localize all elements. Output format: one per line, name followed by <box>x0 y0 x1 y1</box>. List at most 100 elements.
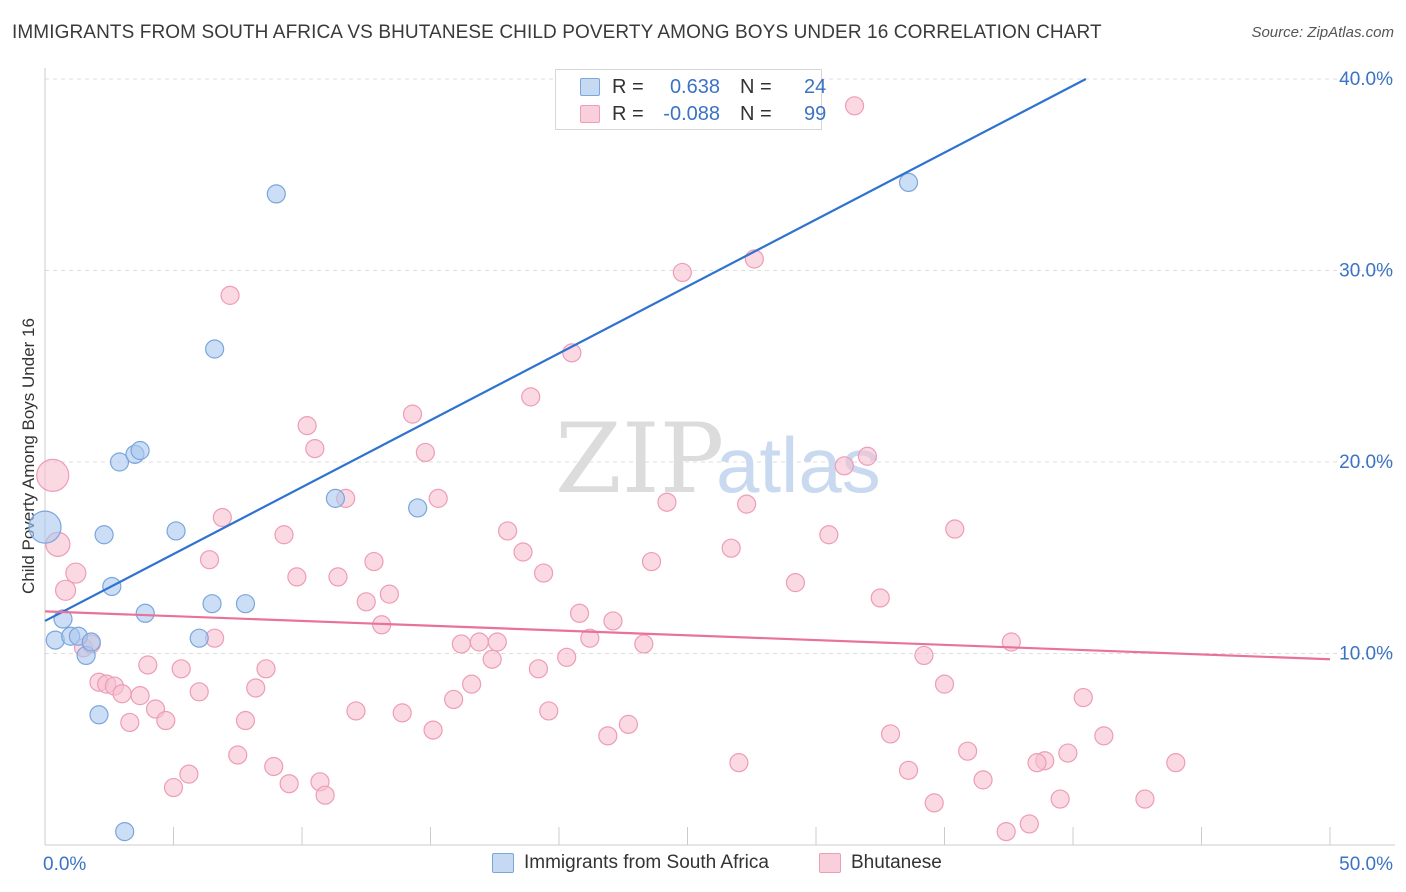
legend-r-label: R = <box>612 102 644 125</box>
south-africa-point <box>266 184 286 204</box>
bhutanese-point <box>305 438 325 459</box>
pink-swatch-icon <box>580 105 600 123</box>
legend-r-value: -0.088 <box>663 102 720 125</box>
bhutanese-point <box>444 689 464 710</box>
bhutanese-point <box>315 785 335 805</box>
bhutanese-point <box>914 645 934 666</box>
bhutanese-point <box>729 753 749 773</box>
bhutanese-point <box>844 96 865 116</box>
bhutanese-point <box>379 584 399 604</box>
bhutanese-point <box>1073 687 1093 708</box>
bhutanese-point <box>1019 814 1039 834</box>
bhutanese-point <box>1094 726 1114 746</box>
south-africa-point <box>94 525 114 545</box>
axis-layer <box>44 68 1395 846</box>
bhutanese-point <box>539 701 559 721</box>
bhutanese-point <box>469 632 489 652</box>
south-africa-point <box>202 594 222 614</box>
legend-n-label: N = <box>740 75 772 98</box>
bhutanese-point <box>423 720 443 740</box>
bhutanese-point <box>1166 753 1186 773</box>
bhutanese-point <box>130 686 150 706</box>
bhutanese-trend-line <box>44 610 1331 661</box>
bhutanese-point <box>482 649 502 669</box>
bhutanese-point <box>973 770 993 790</box>
south-africa-point <box>89 705 109 725</box>
bhutanese-point <box>898 760 919 780</box>
bhutanese-point <box>189 682 209 702</box>
series-legend-bhutanese[interactable]: Bhutanese <box>819 852 942 874</box>
bhutanese-point <box>870 588 890 608</box>
legend-r-value: 0.638 <box>669 75 720 98</box>
y-tick-label: 10.0% <box>1339 644 1393 665</box>
bhutanese-point <box>228 745 248 765</box>
south-africa-point <box>408 498 428 518</box>
bhutanese-point <box>212 507 232 528</box>
bhutanese-point <box>857 446 878 466</box>
bhutanese-point <box>163 777 184 798</box>
bhutanese-point <box>256 659 276 679</box>
bhutanese-point <box>356 592 376 612</box>
bhutanese-point <box>487 632 507 652</box>
bhutanese-point <box>112 684 132 704</box>
bhutanese-point <box>428 488 448 508</box>
bhutanese-point <box>598 726 618 746</box>
legend-n-value: 24 <box>804 75 827 98</box>
bhutanese-point <box>958 741 978 761</box>
x-tick-label-max: 50.0% <box>1339 854 1393 875</box>
bhutanese-point <box>54 579 77 601</box>
south-africa-point <box>81 632 101 652</box>
bhutanese-point <box>287 567 307 587</box>
bhutanese-point <box>297 416 317 436</box>
bhutanese-point <box>220 285 240 305</box>
watermark-atlas: atlas <box>716 421 881 509</box>
south-africa-point <box>28 510 62 544</box>
trend-lines <box>44 78 1331 661</box>
series-legend-label: Immigrants from South Africa <box>524 852 769 873</box>
bhutanese-point <box>274 525 294 545</box>
legend-n-label: N = <box>740 102 772 125</box>
y-tick-label: 20.0% <box>1339 452 1393 473</box>
bhutanese-point <box>1135 789 1155 809</box>
bhutanese-point <box>880 724 901 744</box>
grid-layer <box>45 78 1395 654</box>
bhutanese-point <box>156 710 176 731</box>
bhutanese-point <box>557 647 577 667</box>
bhutanese-point <box>328 567 348 587</box>
bhutanese-point <box>737 494 757 514</box>
bhutanese-point <box>264 756 284 777</box>
x-tick-label-min: 0.0% <box>43 854 86 875</box>
bhutanese-point <box>199 550 220 570</box>
bhutanese-point <box>364 551 384 572</box>
bhutanese-point <box>65 562 87 584</box>
y-tick-label: 40.0% <box>1339 69 1393 90</box>
south-africa-point <box>135 603 155 623</box>
watermark-zip: ZIP <box>555 403 724 515</box>
bhutanese-point <box>246 678 266 698</box>
bhutanese-point <box>603 611 623 631</box>
series-legend-label: Bhutanese <box>851 852 942 873</box>
bhutanese-point <box>462 674 482 694</box>
bhutanese-point <box>834 456 854 476</box>
south-africa-point <box>325 488 346 508</box>
blue-swatch-icon <box>580 78 600 96</box>
series-legend: Immigrants from South Africa Bhutanese <box>0 852 1406 878</box>
bhutanese-point <box>451 634 471 654</box>
bhutanese-point <box>721 538 741 558</box>
bhutanese-point <box>392 703 412 723</box>
south-africa-point <box>235 594 256 614</box>
bhutanese-point <box>171 659 191 679</box>
bhutanese-point <box>120 712 140 733</box>
bhutanese-point <box>641 551 662 572</box>
pink-swatch-icon <box>819 853 841 873</box>
bhutanese-points <box>36 96 1186 842</box>
legend-row-south-africa: R = 0.638 N = 24 <box>580 74 826 100</box>
south-africa-trend-line <box>44 78 1087 622</box>
bhutanese-point <box>657 492 677 512</box>
bhutanese-point <box>785 573 806 593</box>
source-label: Source: ZipAtlas.com <box>1251 24 1394 41</box>
series-legend-south-africa[interactable]: Immigrants from South Africa <box>492 852 769 874</box>
bhutanese-point <box>672 262 692 283</box>
south-africa-point <box>130 440 150 461</box>
